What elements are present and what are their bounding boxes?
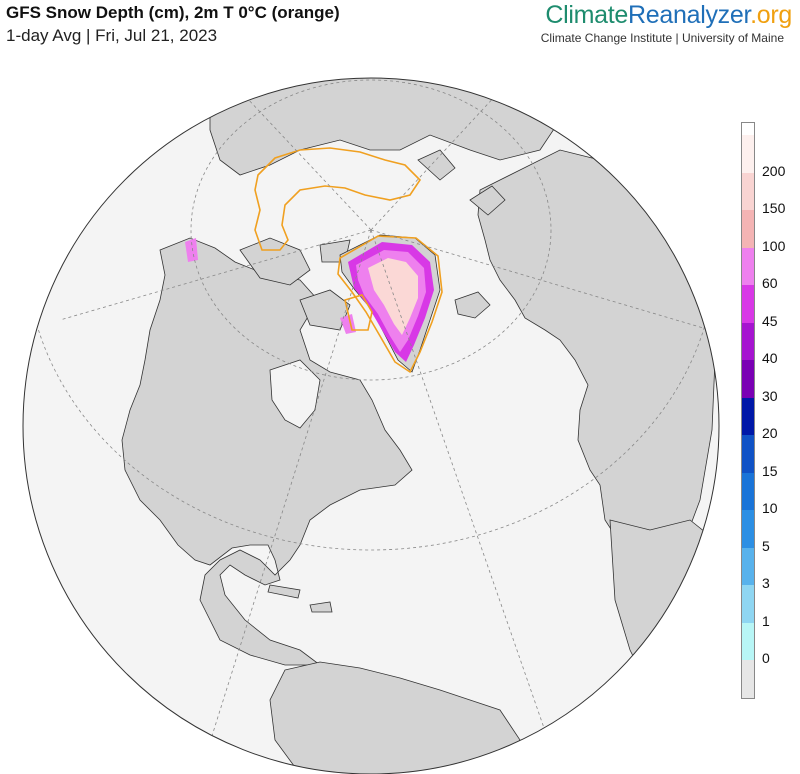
colorbar-tick-label: 20 xyxy=(762,425,778,442)
colorbar-tick-label: 30 xyxy=(762,387,778,404)
colorbar-tick-label: 3 xyxy=(762,575,770,592)
colorbar-segment xyxy=(742,472,754,511)
colorbar-segment xyxy=(742,397,754,436)
colorbar-segment xyxy=(742,247,754,286)
colorbar-tick-label: 40 xyxy=(762,350,778,367)
logo-part-climate: Climate xyxy=(545,1,629,29)
colorbar-segment xyxy=(742,322,754,361)
colorbar-tick-label: 150 xyxy=(762,200,786,217)
colorbar-segment xyxy=(742,360,754,399)
map-title: GFS Snow Depth (cm), 2m T 0°C (orange) xyxy=(6,3,340,22)
graticule-meridian-6 xyxy=(370,79,511,231)
colorbar-segment xyxy=(742,622,754,661)
colorbar-tick-label: 10 xyxy=(762,500,778,517)
colorbar-segment xyxy=(742,510,754,549)
colorbar-segment xyxy=(742,585,754,624)
alaska-snow-patch xyxy=(185,238,198,262)
iceland xyxy=(454,291,491,319)
colorbar-tick-label: 45 xyxy=(762,312,778,329)
colorbar-segment xyxy=(742,135,754,174)
globe-outline xyxy=(22,77,720,774)
climate-reanalyzer-logo[interactable]: ClimateReanalyzer.org xyxy=(545,1,792,30)
freezing-line-arctic-ocean xyxy=(254,147,422,251)
colorbar-segment xyxy=(742,435,754,474)
greenland-snow-deep xyxy=(368,258,418,335)
map-subtitle: 1-day Avg | Fri, Jul 21, 2023 xyxy=(6,26,218,45)
africa-landmass xyxy=(609,519,719,701)
freezing-line-layer xyxy=(254,147,443,374)
affiliation-text: Climate Change Institute | University of… xyxy=(540,31,784,45)
north-america-landmass xyxy=(121,237,413,666)
graticule-meridian-5 xyxy=(229,79,372,231)
colorbar-tick-label: 60 xyxy=(762,275,778,292)
south-america-landmass xyxy=(269,661,521,774)
colorbar-tick-label: 5 xyxy=(762,537,770,554)
colorbar-tick-label: 0 xyxy=(762,650,770,667)
svalbard-islands xyxy=(417,149,506,216)
logo-part-org: .org xyxy=(750,1,792,29)
colorbar-segment xyxy=(742,547,754,586)
colorbar-tick-label: 200 xyxy=(762,162,786,179)
colorbar-segment xyxy=(742,660,754,699)
freezing-line-greenland xyxy=(337,235,443,374)
freezing-line-arctic-islands xyxy=(344,294,373,331)
hudson-bay xyxy=(269,359,321,429)
greenland-snow-layer xyxy=(185,238,434,362)
colorbar-segment xyxy=(742,285,754,324)
colorbar-tick-label: 100 xyxy=(762,237,786,254)
logo-part-reanalyzer: Reanalyzer xyxy=(628,1,751,29)
colorbar-tick-label: 15 xyxy=(762,462,778,479)
colorbar-segment xyxy=(742,210,754,249)
caribbean-islands xyxy=(267,584,333,613)
colorbar-segment xyxy=(742,172,754,211)
colorbar xyxy=(741,122,755,699)
colorbar-tick-label: 1 xyxy=(762,612,770,629)
graticule-lat-60 xyxy=(190,79,552,381)
graticule-meridian-4 xyxy=(370,229,711,331)
graticule-meridian-1 xyxy=(199,229,372,774)
